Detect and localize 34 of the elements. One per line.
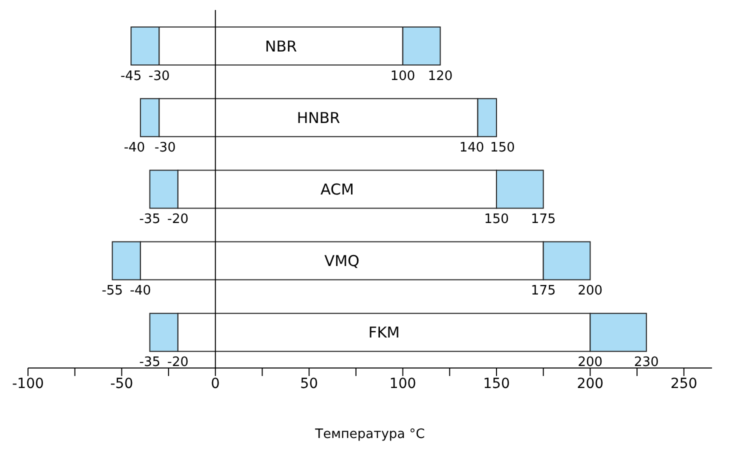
annotation: 140 (459, 140, 484, 156)
x-tick-label: -50 (110, 376, 134, 392)
annotation: -40 (124, 140, 146, 156)
y-tick-label: VMQ (324, 252, 360, 270)
annotation: 175 (530, 212, 556, 227)
x-tick-label: 0 (210, 376, 220, 392)
annotation: -45 (120, 68, 142, 84)
annotation: -20 (167, 355, 189, 370)
annotation: -55 (102, 284, 123, 299)
annotation: -30 (154, 140, 176, 156)
x-tick-label: 100 (389, 376, 416, 392)
annotation: -40 (130, 284, 152, 299)
annotation: 120 (428, 68, 453, 84)
y-tick-label: NBR (265, 37, 297, 56)
y-tick-label: FKM (368, 324, 400, 342)
x-tick-label: 150 (483, 376, 510, 392)
annotation: 100 (390, 68, 416, 84)
annotation: -30 (148, 68, 170, 84)
annotation: -35 (139, 355, 160, 370)
x-tick-label: 50 (300, 376, 318, 392)
annotation: 175 (530, 284, 556, 299)
annotation: 150 (490, 140, 515, 156)
x-tick-label: -100 (12, 376, 44, 392)
annotation: -35 (139, 212, 160, 227)
annotation: 150 (484, 212, 509, 227)
annotation: 230 (634, 355, 659, 370)
annotation: 200 (578, 284, 603, 299)
y-tick-label: HNBR (296, 108, 340, 127)
annotation: 200 (578, 355, 603, 370)
y-tick-label: ACM (320, 180, 354, 199)
annotation: -20 (167, 212, 189, 227)
x-tick-label: 200 (576, 376, 604, 392)
x-tick-label: 250 (670, 376, 698, 392)
x-axis-title: Температура °C (314, 427, 425, 442)
